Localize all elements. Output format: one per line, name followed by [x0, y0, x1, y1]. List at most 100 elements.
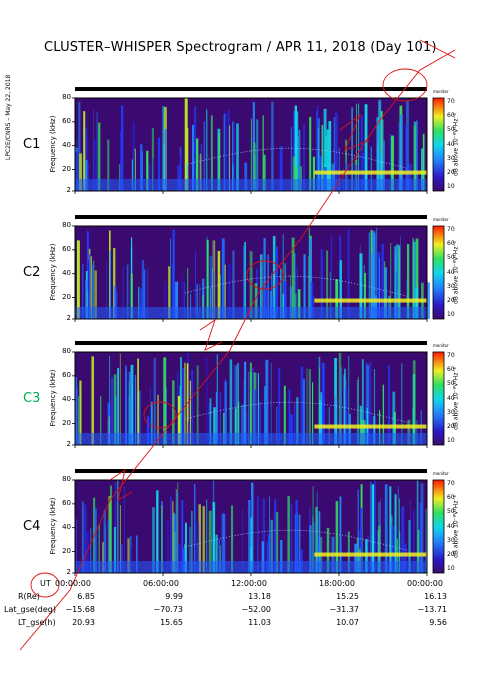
- spectral-streak: [115, 396, 117, 445]
- spectral-streak: [176, 492, 179, 573]
- spectral-streak: [174, 514, 177, 573]
- spectral-streak: [109, 502, 111, 573]
- spectral-streak: [320, 249, 324, 319]
- spectral-streak: [244, 163, 246, 191]
- spectral-streak: [134, 375, 137, 445]
- spectral-streak: [296, 111, 299, 191]
- y-tick-label: 80: [62, 93, 71, 101]
- annotation-stroke: [19, 49, 456, 651]
- spectral-streak: [220, 274, 221, 319]
- spectral-streak: [321, 362, 325, 445]
- orbit-value: −31.37: [329, 605, 359, 614]
- spectral-streak: [296, 397, 299, 445]
- spectral-streak: [295, 500, 298, 573]
- spectral-streak: [90, 528, 92, 573]
- spectral-streak: [378, 525, 381, 573]
- spectral-streak: [212, 268, 213, 319]
- spectral-streak: [161, 505, 163, 573]
- spectral-streak: [139, 144, 143, 191]
- spectral-streak: [123, 486, 125, 573]
- spectral-streak: [219, 392, 222, 445]
- spectral-streak: [363, 264, 365, 319]
- spectral-streak: [262, 115, 264, 191]
- spectral-streak: [206, 357, 208, 445]
- spectral-streak: [149, 387, 151, 445]
- spectral-streak: [303, 254, 306, 319]
- spectral-streak: [397, 486, 399, 573]
- spectral-streak: [135, 535, 138, 573]
- status-bar: [75, 87, 427, 91]
- spectral-streak: [379, 258, 381, 319]
- y-tick-label: 2: [66, 186, 71, 194]
- spectral-streak: [113, 374, 117, 445]
- spectral-streak: [222, 513, 226, 573]
- spectral-streak: [330, 236, 333, 319]
- spectral-streak: [280, 539, 283, 573]
- spectral-streak: [180, 153, 183, 191]
- spectral-streak: [130, 364, 134, 445]
- spectral-streak: [224, 264, 226, 319]
- chart-title: CLUSTER–WHISPER Spectrogram / APR 11, 20…: [44, 40, 437, 55]
- panel-c2: [72, 215, 445, 322]
- spectral-streak: [335, 398, 337, 445]
- emission-line: [314, 170, 427, 175]
- status-bar: [75, 215, 427, 219]
- spectral-streak: [184, 98, 188, 191]
- spectral-streak: [218, 539, 220, 573]
- spectral-streak: [259, 401, 262, 445]
- spectral-streak: [106, 259, 108, 319]
- spectral-streak: [398, 498, 400, 573]
- spectral-streak: [107, 139, 110, 191]
- spectral-streak: [157, 394, 159, 445]
- spectral-streak: [257, 373, 259, 445]
- x-tick-label: 06:00:00: [143, 579, 179, 588]
- spectral-streak: [189, 380, 191, 445]
- spectral-streak: [170, 238, 171, 319]
- spectral-streak: [269, 496, 270, 573]
- low-frequency-band: [75, 433, 427, 445]
- colorbar-tick-label: 20: [447, 423, 455, 431]
- spectral-streak: [78, 101, 81, 191]
- spectral-streak: [164, 280, 167, 319]
- spectral-streak: [93, 139, 96, 191]
- spectral-streak: [196, 365, 199, 445]
- spectral-streak: [257, 495, 259, 573]
- spectral-streak: [163, 357, 167, 445]
- spectral-streak: [348, 356, 350, 445]
- orbit-value: 13.18: [248, 592, 271, 601]
- spectral-streak: [91, 356, 95, 445]
- spectral-streak: [221, 513, 224, 573]
- spectral-streak: [294, 105, 297, 191]
- spectral-streak: [183, 548, 185, 573]
- spectral-streak: [335, 501, 339, 573]
- spectral-streak: [191, 369, 194, 445]
- spectral-streak: [288, 389, 291, 445]
- spectral-streak: [93, 260, 95, 319]
- satellite-label: C1: [23, 136, 41, 152]
- spectral-streak: [372, 231, 376, 319]
- spectral-streak: [267, 533, 270, 573]
- orbit-row-label: R(Re): [18, 592, 40, 601]
- spectral-streak: [291, 237, 295, 319]
- spectral-streak: [279, 146, 283, 191]
- spectral-streak: [237, 363, 239, 445]
- spectral-streak: [298, 290, 301, 319]
- spectral-streak: [132, 121, 135, 191]
- spectral-streak: [120, 132, 123, 191]
- spectral-streak: [308, 369, 311, 445]
- spectral-streak: [351, 107, 353, 191]
- spectral-streak: [180, 357, 182, 445]
- spectral-streak: [162, 106, 165, 191]
- spectral-streak: [181, 275, 183, 319]
- spectral-streak: [113, 248, 116, 319]
- spectral-streak: [151, 128, 154, 191]
- spectral-streak: [192, 124, 194, 191]
- spectral-streak: [362, 420, 366, 445]
- spectral-streak: [290, 414, 293, 445]
- spectral-streak: [193, 484, 196, 573]
- spectral-streak: [119, 505, 121, 573]
- y-tick-label: 20: [62, 164, 71, 173]
- spectral-streak: [108, 416, 110, 445]
- orbit-value: −13.71: [417, 605, 447, 614]
